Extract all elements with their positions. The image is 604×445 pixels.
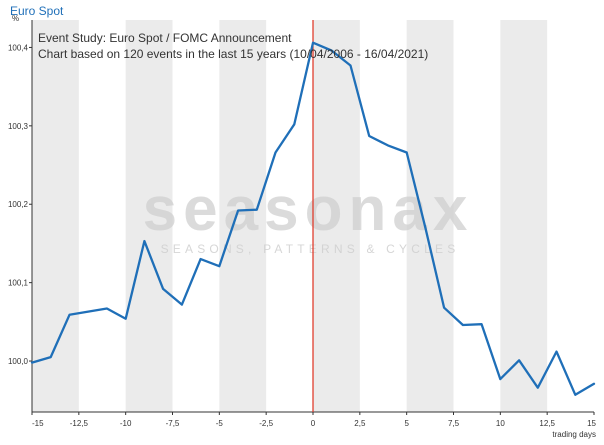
x-tick-label: 12,5 [539, 419, 555, 428]
chart-subtitle: Chart based on 120 events in the last 15… [38, 47, 428, 61]
x-tick-label: 0 [311, 419, 316, 428]
x-tick-label: 10 [496, 419, 505, 428]
x-tick-label: -15 [32, 419, 44, 428]
x-tick-label: 5 [404, 419, 409, 428]
y-tick-label: 100,0 [8, 357, 29, 366]
page-title: Euro Spot [10, 4, 64, 18]
y-tick-label: 100,1 [8, 279, 29, 288]
background-band [500, 20, 548, 412]
x-tick-label: 2,5 [354, 419, 366, 428]
watermark-tagline: SEASONS, PATTERNS & CYCLES [161, 242, 460, 256]
y-tick-label: 100,2 [8, 200, 29, 209]
background-band [219, 20, 267, 412]
background-band [313, 20, 360, 412]
x-tick-label: -5 [216, 419, 224, 428]
series-layer [30, 41, 596, 396]
watermark-brand: seasonax [143, 175, 474, 244]
background-bands [32, 20, 548, 412]
x-tick-label: -2,5 [259, 419, 273, 428]
y-tick-label: 100,4 [8, 43, 29, 52]
y-axis-label: % [12, 14, 19, 23]
x-tick-label: 7,5 [448, 419, 460, 428]
x-tick-label: -12,5 [70, 419, 89, 428]
watermark: seasonax SEASONS, PATTERNS & CYCLES [143, 175, 474, 256]
x-axis-label: trading days [552, 430, 596, 439]
x-tick-label: 15 [587, 419, 596, 428]
background-band [406, 20, 454, 412]
background-band [32, 20, 79, 412]
x-tick-label: -7,5 [166, 419, 180, 428]
background-band [125, 20, 173, 412]
y-tick-labels: 100,0 100,1 100,2 100,3 100,4 [8, 43, 32, 366]
x-tick-labels: -15 -12,5 -10 -7,5 -5 -2,5 0 2,5 5 7,5 10 12,5 15 [31, 412, 597, 428]
y-tick-label: 100,3 [8, 122, 29, 131]
x-tick-label: -10 [120, 419, 132, 428]
chart-title: Event Study: Euro Spot / FOMC Announceme… [38, 31, 292, 45]
series-line [30, 41, 596, 396]
